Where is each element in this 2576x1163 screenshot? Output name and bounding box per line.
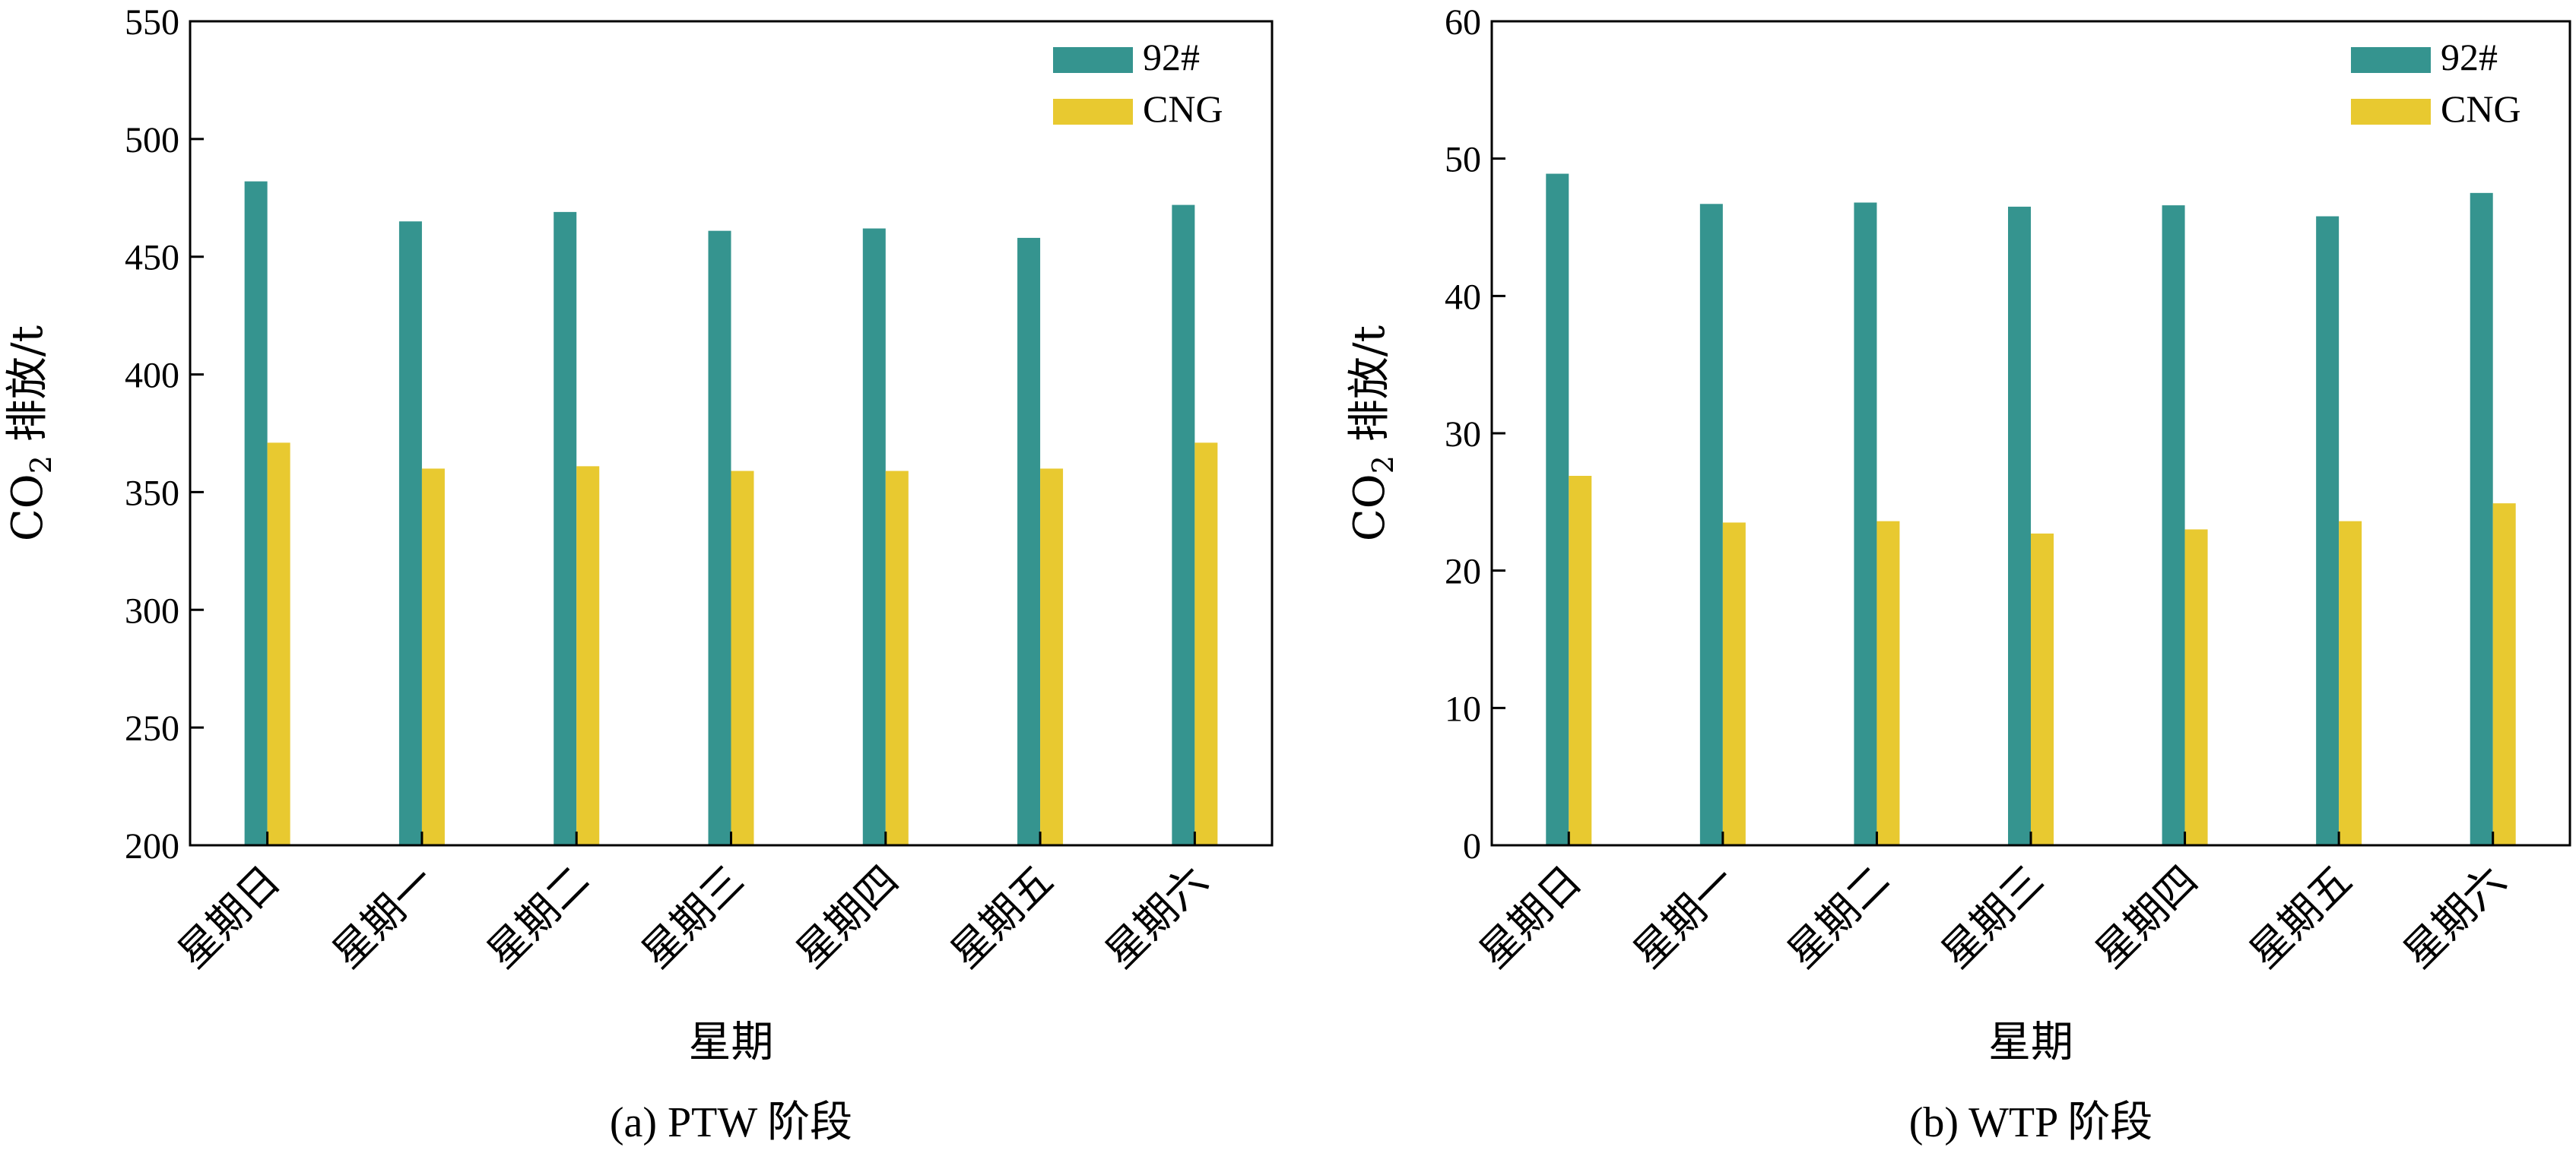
bar-cng-4 — [2184, 529, 2208, 845]
y-axis-label-sub: 2 — [1366, 455, 1400, 474]
y-tick-label: 350 — [125, 473, 179, 513]
bar-cng-3 — [731, 471, 754, 845]
x-tick-label: 星期六 — [1096, 857, 1217, 978]
chart-panel-b: 0 10 20 30 40 50 60 星期日 星期一 星期二 星期三 星期四 星期五 星期六 92# CNG… — [1345, 2, 2571, 1146]
x-tick-label: 星期五 — [2240, 857, 2361, 978]
y-axis-label-rest: 排放/t — [1345, 325, 1394, 455]
x-axis-label: 星期 — [1988, 1018, 2073, 1067]
bar-92-3 — [708, 230, 731, 845]
panel-caption: (a) PTW 阶段 — [610, 1099, 852, 1146]
y-tick-label: 250 — [125, 708, 179, 749]
bar-92-6 — [1172, 204, 1195, 845]
bar-92-5 — [2316, 216, 2340, 846]
bar-cng-1 — [421, 468, 445, 845]
x-tick-label: 星期六 — [2394, 857, 2515, 978]
x-tick-label: 星期日 — [1470, 857, 1591, 978]
y-axis-label-co: CO — [3, 474, 52, 541]
bar-cng-0 — [1569, 476, 1592, 845]
bar-cng-6 — [1194, 442, 1218, 845]
bar-cng-4 — [885, 471, 909, 845]
y-tick-label: 20 — [1445, 552, 1481, 592]
bar-92-0 — [1546, 173, 1569, 846]
legend-label-1: CNG — [2441, 87, 2521, 130]
legend-label-0: 92# — [2441, 36, 2498, 78]
legend-swatch-0 — [2351, 47, 2431, 73]
y-axis-label: CO2 排放/t — [3, 325, 58, 541]
y-tick-label: 550 — [125, 2, 179, 43]
bar-92-1 — [398, 221, 422, 845]
y-tick-label: 0 — [1463, 826, 1481, 867]
y-tick-label: 400 — [125, 356, 179, 396]
bar-92-0 — [244, 181, 268, 845]
bar-cng-2 — [1876, 521, 1900, 845]
bar-cng-6 — [2492, 503, 2516, 845]
bar-92-5 — [1017, 237, 1041, 845]
y-tick-label: 300 — [125, 591, 179, 631]
y-tick-label: 450 — [125, 238, 179, 278]
bar-92-1 — [1699, 204, 1723, 846]
bar-92-2 — [554, 211, 577, 846]
x-axis-label: 星期 — [689, 1018, 774, 1067]
bar-cng-1 — [1722, 522, 1746, 845]
y-tick-label: 40 — [1445, 277, 1481, 317]
bar-cng-2 — [576, 466, 600, 845]
x-tick-label: 星期四 — [2086, 857, 2207, 978]
legend-label-0: 92# — [1143, 36, 1200, 78]
x-tick-label: 星期三 — [633, 857, 753, 978]
x-tick-label: 星期二 — [1778, 857, 1899, 978]
legend-swatch-0 — [1053, 47, 1133, 73]
y-axis-label: CO2 排放/t — [1345, 325, 1400, 541]
x-tick-label: 星期一 — [1624, 857, 1745, 978]
bar-92-2 — [1854, 202, 1877, 846]
chart-panel-a: 200250300350400450500550星期日 星期一 星期二 星期三 星期四星… — [3, 2, 1274, 1146]
x-tick-label: 星期三 — [1932, 857, 2053, 978]
y-axis-label-rest: 排放/t — [3, 325, 52, 455]
bar-cng-0 — [267, 442, 290, 845]
x-tick-label: 星期五 — [941, 857, 1062, 978]
bar-92-3 — [2008, 206, 2031, 845]
bar-cng-5 — [1040, 468, 1064, 845]
y-tick-label: 200 — [125, 826, 179, 867]
bar-92-6 — [2470, 192, 2493, 846]
panel-caption: (b) WTP 阶段 — [1909, 1099, 2152, 1146]
y-tick-label: 500 — [125, 120, 179, 160]
x-tick-label: 星期日 — [169, 857, 290, 978]
x-tick-label: 星期四 — [787, 857, 908, 978]
y-tick-label: 60 — [1445, 2, 1481, 43]
y-tick-label: 10 — [1445, 689, 1481, 729]
bar-92-4 — [862, 228, 886, 845]
y-axis-label-sub: 2 — [24, 455, 58, 474]
x-tick-label: 星期二 — [477, 857, 598, 978]
bar-cng-3 — [2031, 533, 2054, 845]
legend-swatch-1 — [1053, 99, 1133, 125]
legend-swatch-1 — [2351, 99, 2431, 125]
x-tick-label: 星期一 — [323, 857, 444, 978]
legend-label-1: CNG — [1143, 87, 1223, 130]
y-tick-label: 30 — [1445, 414, 1481, 455]
bar-cng-5 — [2339, 521, 2362, 845]
y-tick-label: 50 — [1445, 140, 1481, 180]
y-axis-label-co: CO — [1345, 474, 1394, 541]
bar-92-4 — [2162, 205, 2185, 845]
